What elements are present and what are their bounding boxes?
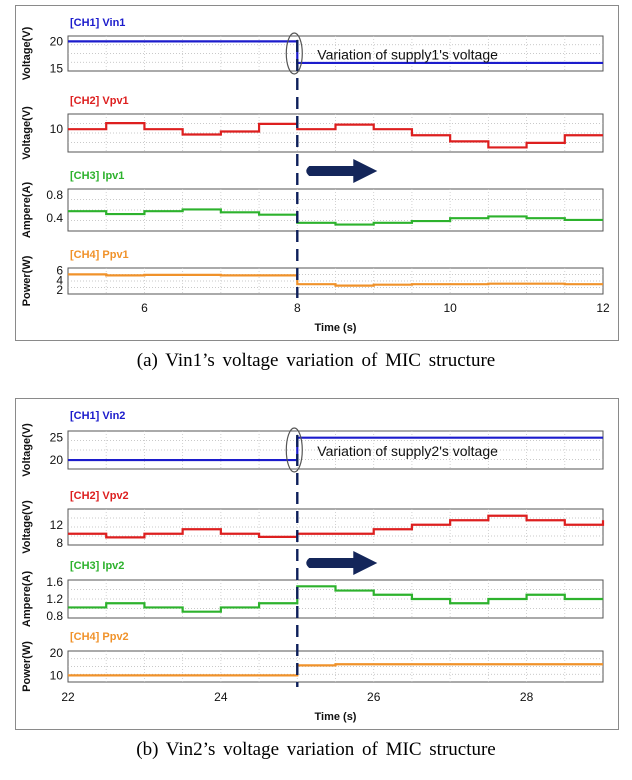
y-tick-label: 20 (50, 453, 64, 467)
y-axis-label: Voltage(V) (21, 500, 33, 554)
channel-title: [CH2] Vpv2 (70, 490, 129, 502)
y-tick-label: 20 (50, 646, 64, 660)
channel-title: [CH3] Ipv1 (70, 170, 124, 182)
y-tick-label: 2 (56, 283, 63, 297)
y-axis-label: Voltage(V) (21, 106, 33, 160)
series-line (68, 663, 603, 677)
x-tick-label: 12 (596, 301, 610, 315)
chart-panel-b: [CH1] Vin2 20 25 Voltage(V) [CH2] Vpv2 8 12 Vol… (15, 398, 619, 730)
y-tick-label: 0.4 (46, 211, 63, 225)
channel-1: [CH1] Vin1 15 20 Voltage(V) (21, 17, 604, 80)
channel-4: [CH4] Ppv2 10 20 Power(W) (21, 631, 604, 692)
y-axis-label: Power(W) (21, 255, 33, 306)
annotation-text: Variation of supply2's voltage (317, 443, 498, 459)
channel-1: [CH1] Vin2 20 25 Voltage(V) (21, 410, 604, 477)
x-axis-label: Time (s) (315, 322, 357, 334)
x-tick-label: 28 (520, 690, 534, 704)
y-tick-label: 20 (50, 34, 64, 48)
channel-title: [CH4] Ppv1 (70, 249, 129, 261)
caption-b: (b) Vin2’s voltage variation of MIC stru… (136, 739, 496, 760)
channel-2: [CH2] Vpv2 8 12 Voltage(V) (21, 490, 605, 554)
step-highlight-ellipse (285, 32, 303, 75)
channel-title: [CH2] Vpv1 (70, 95, 129, 107)
series-line (68, 585, 603, 613)
x-tick-label: 6 (141, 301, 148, 315)
y-tick-label: 1.6 (46, 575, 63, 589)
y-tick-label: 15 (50, 61, 64, 75)
y-tick-label: 4 (56, 273, 63, 287)
y-tick-label: 6 (56, 263, 63, 277)
direction-arrow (306, 159, 378, 183)
x-tick-label: 8 (294, 301, 301, 315)
y-axis-label: Voltage(V) (21, 26, 33, 80)
x-tick-label: 26 (367, 690, 381, 704)
y-tick-label: 25 (50, 431, 64, 445)
series-line (68, 273, 603, 287)
y-tick-label: 1.2 (46, 592, 63, 606)
y-tick-label: 10 (50, 122, 64, 136)
caption-a: (a) Vin1’s voltage variation of MIC stru… (136, 350, 496, 371)
y-tick-label: 8 (56, 536, 63, 550)
x-tick-label: 24 (214, 690, 228, 704)
channel-3: [CH3] Ipv2 0.8 1.2 1.6 Ampere(A) (21, 560, 604, 628)
chart-b: [CH1] Vin2 20 25 Voltage(V) [CH2] Vpv2 8 12 Vol… (21, 410, 605, 723)
series-line (68, 40, 603, 65)
step-highlight-ellipse (285, 427, 303, 473)
channel-2: [CH2] Vpv1 10 Voltage(V) (21, 95, 604, 160)
channel-3: [CH3] Ipv1 0.4 0.8 Ampere(A) (21, 170, 604, 239)
y-axis-label: Ampere(A) (21, 571, 33, 628)
annotation-text: Variation of supply1's voltage (317, 47, 498, 63)
series-line (68, 208, 603, 226)
series-line (68, 514, 605, 539)
series-line (68, 122, 603, 149)
channel-title: [CH1] Vin1 (70, 17, 125, 29)
chart-panel-a: [CH1] Vin1 15 20 Voltage(V) [CH2] Vpv1 10 Volt… (15, 5, 619, 341)
chart-a: [CH1] Vin1 15 20 Voltage(V) [CH2] Vpv1 10 Volt… (21, 17, 610, 334)
direction-arrow (306, 551, 378, 575)
channel-title: [CH4] Ppv2 (70, 631, 129, 643)
series-line (68, 436, 603, 462)
channel-title: [CH3] Ipv2 (70, 560, 124, 572)
y-tick-label: 10 (50, 668, 64, 682)
x-tick-label: 22 (61, 690, 75, 704)
y-axis-label: Power(W) (21, 641, 33, 692)
channel-4: [CH4] Ppv1 246 Power(W) (21, 249, 604, 306)
y-tick-label: 12 (50, 518, 64, 532)
x-tick-label: 10 (443, 301, 457, 315)
y-tick-label: 0.8 (46, 609, 63, 623)
y-axis-label: Voltage(V) (21, 423, 33, 477)
y-tick-label: 0.8 (46, 188, 63, 202)
channel-title: [CH1] Vin2 (70, 410, 125, 422)
x-axis-label: Time (s) (315, 711, 357, 723)
y-axis-label: Ampere(A) (21, 182, 33, 239)
